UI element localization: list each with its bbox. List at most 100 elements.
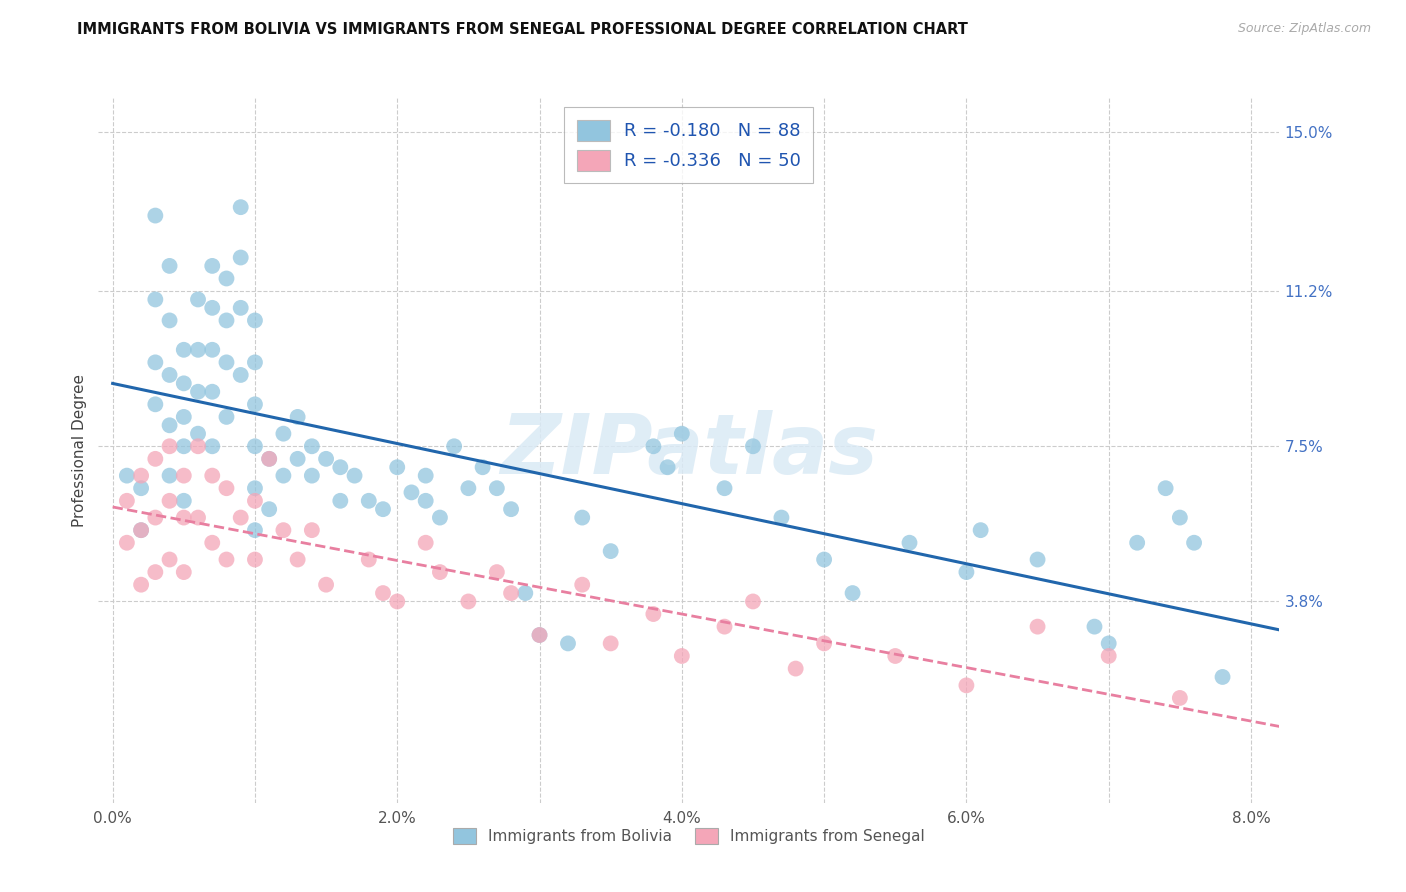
Point (143, 565, 166, 579)
Point (515, 586, 537, 600)
Point (287, 409, 309, 424)
Point (301, 523, 323, 537)
Point (201, 439, 224, 453)
Point (159, 439, 181, 453)
Point (371, 502, 394, 516)
Point (229, 301, 252, 315)
Point (201, 468, 224, 483)
Point (287, 451, 309, 466)
Point (969, 523, 991, 537)
Point (813, 552, 835, 566)
Point (1098, 636, 1121, 650)
Point (215, 409, 238, 424)
Y-axis label: Professional Degree: Professional Degree (72, 374, 87, 527)
Point (173, 409, 195, 424)
Point (201, 301, 224, 315)
Point (159, 493, 181, 508)
Point (1026, 552, 1049, 566)
Point (201, 259, 224, 273)
Point (257, 451, 280, 466)
Legend: Immigrants from Bolivia, Immigrants from Senegal: Immigrants from Bolivia, Immigrants from… (446, 821, 932, 852)
Point (557, 636, 579, 650)
Point (243, 552, 266, 566)
Point (571, 510, 593, 524)
Point (1168, 690, 1191, 705)
Point (415, 493, 437, 508)
Point (770, 510, 793, 524)
Point (243, 355, 266, 369)
Point (187, 293, 209, 307)
Point (143, 209, 166, 223)
Text: Source: ZipAtlas.com: Source: ZipAtlas.com (1237, 22, 1371, 36)
Point (201, 343, 224, 357)
Point (329, 493, 352, 508)
Point (257, 451, 280, 466)
Point (187, 384, 209, 399)
Point (159, 313, 181, 327)
Point (129, 523, 152, 537)
Point (1083, 619, 1105, 633)
Point (229, 200, 252, 214)
Point (187, 343, 209, 357)
Text: IMMIGRANTS FROM BOLIVIA VS IMMIGRANTS FROM SENEGAL PROFESSIONAL DEGREE CORRELATI: IMMIGRANTS FROM BOLIVIA VS IMMIGRANTS FR… (77, 22, 969, 37)
Point (429, 565, 451, 579)
Point (955, 565, 977, 579)
Point (229, 368, 252, 382)
Point (159, 368, 181, 382)
Point (841, 586, 863, 600)
Point (243, 397, 266, 411)
Point (129, 468, 152, 483)
Point (129, 523, 152, 537)
Point (742, 594, 765, 608)
Point (671, 648, 693, 663)
Point (415, 468, 437, 483)
Point (1126, 535, 1149, 549)
Point (713, 481, 735, 495)
Point (387, 594, 409, 608)
Point (1098, 648, 1121, 663)
Point (471, 460, 494, 475)
Point (243, 493, 266, 508)
Point (485, 565, 508, 579)
Point (243, 481, 266, 495)
Point (499, 586, 522, 600)
Point (187, 510, 209, 524)
Point (143, 293, 166, 307)
Point (713, 619, 735, 633)
Point (1154, 481, 1177, 495)
Point (343, 468, 366, 483)
Point (173, 468, 195, 483)
Point (201, 535, 224, 549)
Point (357, 493, 380, 508)
Point (387, 460, 409, 475)
Point (643, 607, 665, 621)
Point (115, 468, 138, 483)
Point (215, 313, 238, 327)
Point (273, 523, 295, 537)
Point (143, 397, 166, 411)
Point (1168, 510, 1191, 524)
Point (329, 460, 352, 475)
Point (229, 510, 252, 524)
Point (1212, 670, 1234, 684)
Point (599, 636, 621, 650)
Point (215, 552, 238, 566)
Point (301, 468, 323, 483)
Point (429, 510, 451, 524)
Point (273, 468, 295, 483)
Point (159, 552, 181, 566)
Point (499, 502, 522, 516)
Point (243, 439, 266, 453)
Point (273, 426, 295, 441)
Point (173, 510, 195, 524)
Point (257, 502, 280, 516)
Point (129, 577, 152, 591)
Point (671, 426, 693, 441)
Point (115, 535, 138, 549)
Point (143, 510, 166, 524)
Point (529, 628, 551, 642)
Point (315, 577, 337, 591)
Point (443, 439, 465, 453)
Point (215, 481, 238, 495)
Point (401, 485, 423, 500)
